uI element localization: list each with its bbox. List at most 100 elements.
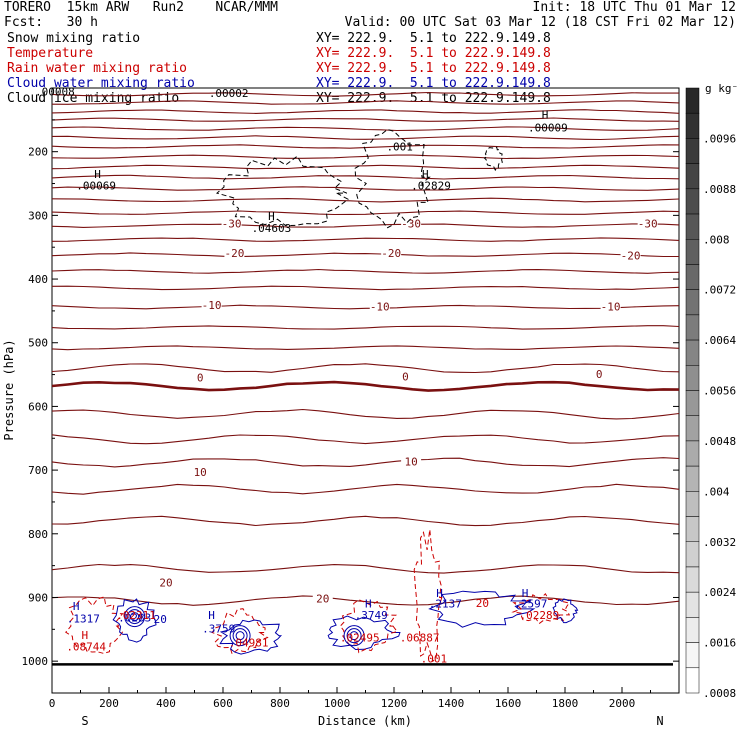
contour-annotation: .04981 (229, 637, 269, 650)
temperature-label-bg (395, 370, 416, 383)
temperature-label-bg (190, 371, 211, 384)
colorbar-swatch (685, 264, 700, 290)
colorbar-swatch (685, 188, 700, 215)
cloud-ice-contour (483, 146, 504, 172)
temperature-label: -10 (601, 300, 621, 313)
field-name-rain: Rain water mixing ratio (7, 61, 188, 76)
temperature-label: 10 (194, 466, 207, 479)
temperature-label: -20 (381, 247, 401, 260)
temperature-contour-line (51, 223, 680, 228)
y-axis-label: Pressure (hPa) (2, 339, 16, 440)
colorbar-swatch (685, 440, 700, 467)
temperature-contour-line (51, 252, 679, 258)
temperature-contour-line (51, 210, 680, 216)
y-tick-label: 700 (28, 464, 48, 477)
temperature-label-bg (312, 592, 333, 605)
contour-annotation: H (81, 629, 88, 642)
contour-annotation: .06887 (400, 631, 440, 644)
x-tick-label: 1200 (381, 697, 408, 710)
colorbar-swatch (685, 591, 700, 618)
temperature-contour-line (51, 237, 680, 242)
colorbar-units: g kg⁻¹ (705, 82, 740, 95)
cloud-water-ring (130, 612, 140, 622)
temperature-label-bg (600, 300, 621, 313)
rain-water-contour (65, 596, 124, 654)
colorbar-label: .0056 (703, 385, 736, 398)
temperature-label-bg (589, 367, 610, 380)
contour-annotation: H (268, 210, 275, 223)
contour-annotation: .00002 (209, 87, 249, 100)
colorbar-label: .008 (703, 233, 730, 246)
north-label: N (656, 714, 663, 728)
temperature-label: -30 (638, 218, 658, 231)
contour-annotation: H (422, 168, 429, 181)
temperature-label: 0 (402, 370, 409, 383)
temperature-contour-line (51, 325, 680, 330)
colorbar-label: .0088 (703, 183, 736, 196)
contour-annotation: .00069 (76, 179, 116, 192)
x-axis-label: Distance (km) (318, 714, 412, 728)
rain-water-contour (339, 599, 398, 654)
colorbar-label: .0016 (703, 637, 736, 650)
cloud-water-ring (235, 631, 245, 641)
colorbar-swatch (685, 541, 700, 568)
temperature-label-bg (401, 455, 422, 468)
cloud-water-contour (112, 598, 157, 643)
y-tick-label: 200 (28, 146, 48, 159)
temperature-label: -30 (222, 218, 242, 231)
contour-annotation: .1317 (67, 612, 100, 625)
contour-annotation: .02495 (340, 631, 380, 644)
precip-contours (65, 529, 579, 663)
temperature-label-bg (620, 249, 641, 262)
temperature-contour-line (51, 91, 679, 97)
x-tick-label: 2000 (609, 697, 636, 710)
colorbar-swatch (685, 390, 700, 416)
colorbar-swatch (685, 87, 700, 114)
contour-labels: .00008.00002H.00009.001H.00069H.02829H.0… (35, 86, 568, 666)
colorbar-swatch (685, 239, 700, 265)
temperature-contour-line (51, 126, 680, 132)
contour-annotation: .02829 (411, 179, 451, 192)
x-tick-label: 1000 (324, 697, 351, 710)
temperature-contour-line (51, 345, 680, 351)
y-tick-label: 600 (28, 400, 48, 413)
field-name-temperature: Temperature (7, 46, 94, 61)
colorbar-swatch (685, 112, 700, 139)
temperature-label-bg (369, 300, 390, 313)
colorbar: .0096 .0088 .008 .0072 .0064 .0056 .0048 .004 .0… (685, 87, 736, 700)
contour-annotation: .0283 (118, 612, 151, 625)
x-tick-label: 200 (99, 697, 119, 710)
temperature-label: 10 (404, 456, 417, 469)
colorbar-swatch (685, 491, 700, 517)
cloud-water-ring (343, 625, 365, 647)
field-xy-cloud-water: XY= 222.9. 5.1 to 222.9.149.8 (316, 76, 551, 91)
temperature-contour-line (51, 164, 680, 170)
temperature-contour-line (51, 100, 680, 105)
x-tick-label: 1600 (495, 697, 522, 710)
contour-annotation: .04603 (252, 222, 292, 235)
header: TORERO 15km ARW Run2 NCAR/MMM Init: 18 U… (0, 0, 740, 110)
temperature-contour-line (51, 117, 680, 122)
x-tick-label: 600 (213, 697, 233, 710)
contour-annotation: .001 (386, 140, 413, 153)
cloud-water-ring (124, 606, 146, 628)
colorbar-swatch (685, 516, 700, 543)
colorbar-swatch (685, 566, 700, 593)
cloud-ice-contours (215, 128, 504, 229)
y-tick-label: 400 (28, 273, 48, 286)
contour-annotation: H (94, 168, 101, 181)
temperature-label-bg (190, 465, 211, 478)
colorbar-label: .0072 (703, 284, 736, 297)
x-tick-label: 400 (156, 697, 176, 710)
colorbar-label: .0096 (703, 132, 736, 145)
colorbar-swatch (685, 642, 700, 669)
cloud-water-ring (346, 628, 362, 644)
temperature-contour-line (51, 109, 680, 114)
rain-water-contour (211, 608, 269, 655)
contour-annotation: H (522, 587, 529, 600)
temperature-contour-line (51, 197, 680, 203)
field-xy-temperature: XY= 222.9. 5.1 to 222.9.149.8 (316, 46, 551, 61)
temperature-label-bg (224, 246, 245, 259)
